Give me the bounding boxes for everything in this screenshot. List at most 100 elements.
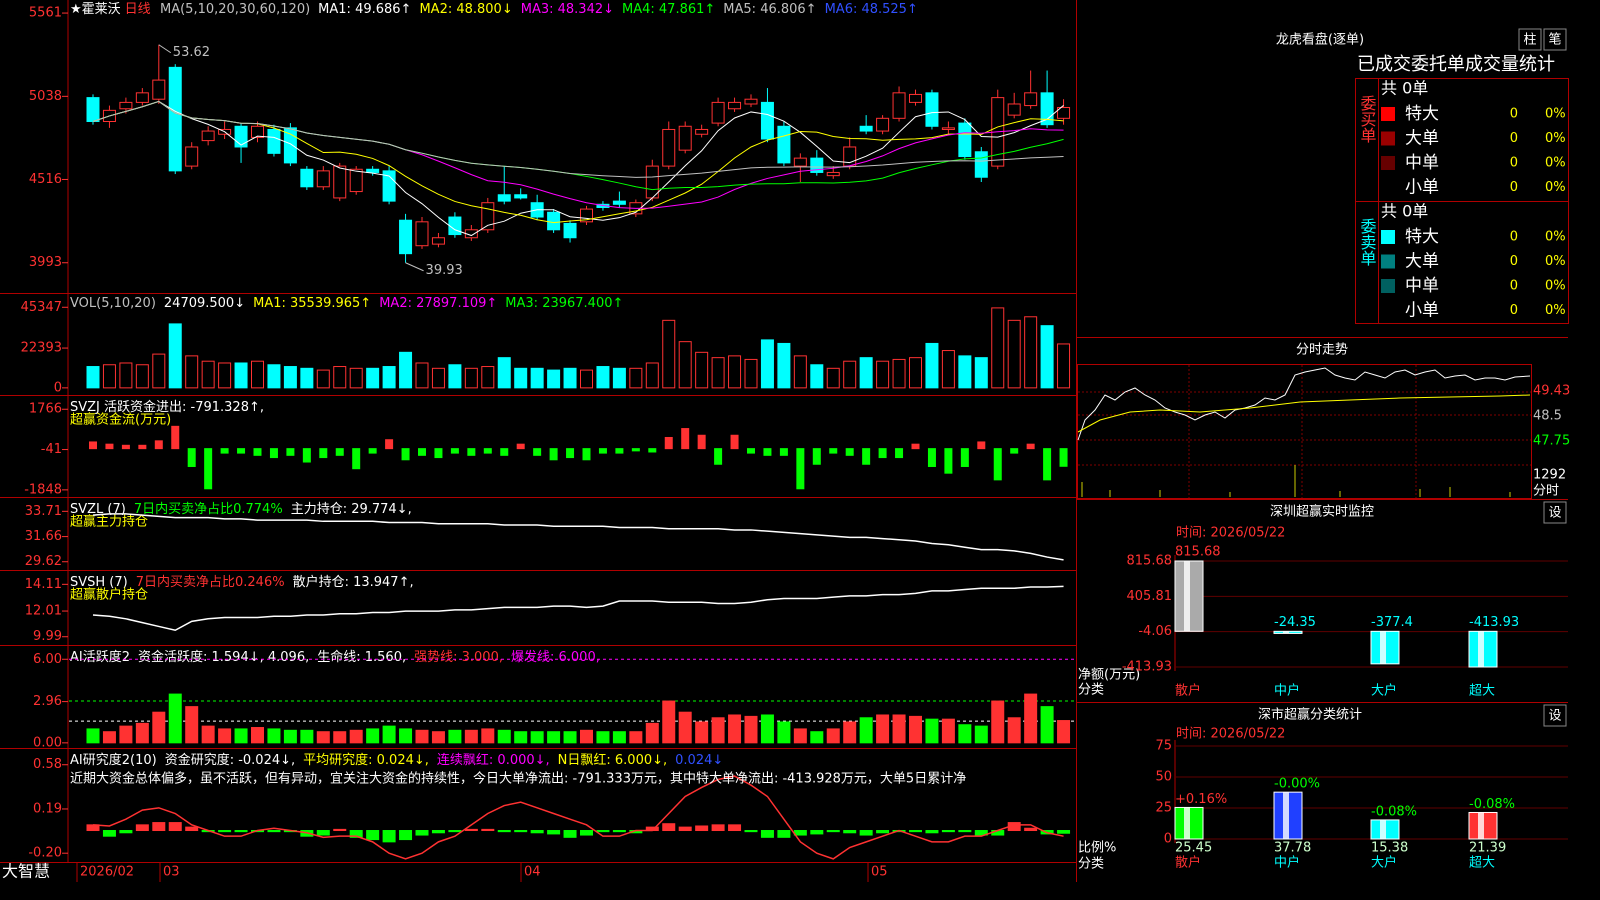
y-tick-label: 0.00: [33, 735, 62, 750]
bar: [760, 830, 774, 838]
y-tick-label: 5038: [29, 89, 62, 104]
bar: [615, 448, 624, 454]
bar: [695, 825, 709, 832]
bar: [168, 323, 182, 389]
change-label: -0.08%: [1469, 797, 1515, 812]
bar: [843, 721, 857, 744]
bar: [234, 362, 248, 389]
bar: [102, 830, 116, 837]
bar: [730, 434, 739, 450]
bar: [267, 364, 281, 389]
side-label: 委买单: [1358, 95, 1377, 143]
candle-body: [728, 101, 742, 110]
bar: [204, 448, 213, 490]
row-pct: 0%: [1545, 254, 1566, 269]
ma-line: [92, 100, 1064, 237]
bar-shine: [1478, 631, 1484, 667]
bar: [349, 729, 363, 744]
y-tick-label: 3993: [29, 255, 62, 270]
bar: [352, 448, 361, 470]
bar: [580, 830, 593, 836]
legend-swatch: [1381, 254, 1395, 269]
bar: [760, 714, 774, 744]
bar: [547, 369, 561, 389]
y-tick-label: -41: [41, 442, 62, 457]
bar: [333, 366, 347, 389]
pointer: [158, 44, 172, 54]
candle-body: [662, 128, 676, 167]
bar: [251, 360, 264, 389]
bar: [119, 362, 133, 389]
button[interactable]: [1518, 28, 1542, 51]
bar: [253, 448, 262, 456]
candle-body: [349, 168, 363, 193]
analysis-note: 近期大资金总体偏多，虽不活跃，但有异动，宜关注大资金的持续性，今日大单净流出: …: [70, 771, 966, 787]
row-count: 0: [1510, 131, 1518, 146]
candle-body: [1007, 103, 1021, 116]
button[interactable]: [1543, 501, 1567, 524]
bar: [829, 448, 838, 454]
bar: [366, 830, 380, 841]
button-label[interactable]: 笔: [1548, 32, 1561, 48]
bar: [826, 830, 840, 833]
bar: [401, 448, 410, 461]
bar: [448, 830, 462, 833]
bar: [612, 830, 626, 833]
bar: [431, 367, 445, 389]
bar: [1043, 448, 1052, 481]
indicator-value: 0.024↓: [675, 753, 723, 768]
panel-title: 分时走势: [1296, 342, 1348, 358]
bar: [1024, 316, 1038, 389]
bar: [711, 824, 725, 832]
button-label[interactable]: 设: [1548, 709, 1561, 724]
bar: [958, 355, 972, 389]
bar: [974, 830, 988, 836]
candle-body: [1024, 92, 1038, 107]
bar: [349, 367, 363, 389]
bar: [563, 731, 577, 744]
candle-body: [316, 170, 330, 188]
y-tick-label: 405.81: [1127, 589, 1173, 604]
bar: [810, 364, 824, 389]
row-name: 大单: [1405, 129, 1439, 149]
candle-body: [135, 92, 149, 103]
change-label: +0.16%: [1175, 792, 1227, 807]
row-count: 0: [1510, 279, 1518, 294]
category-label: 超大: [1469, 856, 1495, 871]
bar: [859, 830, 873, 836]
row-count: 0: [1510, 303, 1518, 318]
bar: [514, 731, 528, 744]
bar: [662, 700, 676, 744]
y-tick-label: -0.20: [28, 846, 62, 861]
bar: [777, 830, 791, 838]
bar: [366, 367, 380, 389]
candle-body: [366, 168, 380, 173]
button[interactable]: [1543, 28, 1567, 51]
bar: [415, 729, 429, 744]
bar: [876, 830, 890, 834]
button-label[interactable]: 柱: [1523, 33, 1536, 48]
bar: [793, 830, 807, 836]
y-tick-label: 45347: [21, 300, 62, 315]
bar: [514, 830, 528, 833]
bar: [316, 369, 330, 389]
bar: [1010, 448, 1019, 454]
bar: [563, 367, 577, 389]
row-name: 中单: [1405, 276, 1439, 296]
bar: [974, 725, 988, 744]
candle-body: [974, 151, 988, 178]
category-label: 大户: [1371, 683, 1397, 699]
button-label[interactable]: 设: [1548, 506, 1561, 521]
y-tick-label: 50: [1155, 770, 1172, 785]
row-count: 0: [1510, 254, 1518, 269]
legend-swatch: [1381, 107, 1395, 121]
candle-body: [711, 101, 725, 124]
candle-body: [547, 211, 561, 231]
bar: [645, 722, 659, 744]
button[interactable]: [1543, 704, 1567, 727]
bar: [958, 830, 972, 833]
indicator-value: 24709.500↓: [164, 296, 245, 311]
indicator-header: AI活跃度2 资金活跃度: 1.594↓, 4.096, 生命线: 1.560, 强势…: [70, 649, 600, 665]
y-tick-label: -1848: [24, 482, 62, 497]
